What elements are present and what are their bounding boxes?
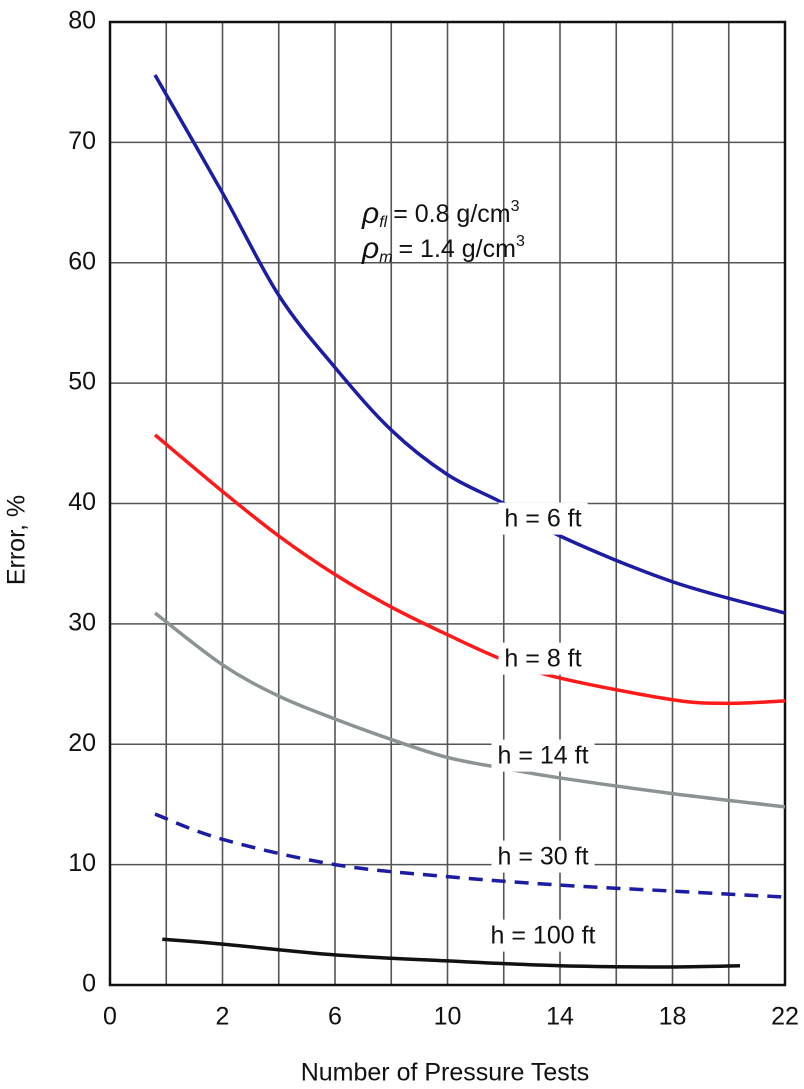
x-tick-label: 0	[103, 1003, 117, 1031]
x-tick-label: 2	[216, 1003, 230, 1031]
x-tick-label: 14	[546, 1003, 574, 1031]
y-axis-label: Error, %	[3, 495, 31, 585]
y-tick-label: 20	[68, 729, 96, 757]
annotation-subscript: m	[379, 249, 392, 266]
y-tick-label: 30	[68, 608, 96, 636]
annotation-superscript: 3	[511, 198, 520, 215]
series-label: h = 14 ft	[497, 742, 588, 770]
series-line	[153, 433, 786, 706]
label-background	[491, 739, 595, 772]
annotation-text: = 1.4 g/cm	[399, 235, 516, 263]
label-background	[498, 642, 588, 675]
x-tick-label: 6	[328, 1003, 342, 1031]
y-tick-label: 70	[68, 127, 96, 155]
y-tick-label: 80	[68, 7, 96, 35]
x-tick-label: 18	[659, 1003, 687, 1031]
annotation: ρfl = 0.8 g/cm3	[361, 197, 520, 231]
annotation: ρm = 1.4 g/cm3	[361, 232, 525, 266]
label-background	[484, 919, 602, 952]
x-tick-label: 10	[434, 1003, 462, 1031]
label-background	[498, 502, 588, 535]
x-axis-label: Number of Pressure Tests	[301, 1059, 590, 1087]
y-tick-label: 0	[82, 970, 96, 998]
annotation-superscript: 3	[516, 233, 525, 250]
label-background	[491, 840, 595, 873]
series-label: h = 30 ft	[497, 843, 588, 871]
series-label: h = 6 ft	[504, 505, 581, 533]
y-tick-label: 50	[68, 368, 96, 396]
y-tick-label: 60	[68, 247, 96, 275]
series-label: h = 100 ft	[491, 922, 596, 950]
series-line	[153, 611, 786, 809]
annotation-subscript: fl	[379, 214, 387, 231]
annotation-text: = 0.8 g/cm	[393, 200, 510, 228]
series-line	[153, 74, 786, 615]
series-line	[154, 812, 786, 899]
series-line	[162, 937, 741, 969]
plot-frame	[108, 20, 787, 987]
series-label: h = 8 ft	[504, 645, 581, 673]
x-tick-label: 22	[771, 1003, 799, 1031]
annotation-symbol: ρ	[361, 232, 379, 265]
y-tick-label: 10	[68, 849, 96, 877]
y-tick-label: 40	[68, 488, 96, 516]
annotation-symbol: ρ	[361, 197, 379, 230]
